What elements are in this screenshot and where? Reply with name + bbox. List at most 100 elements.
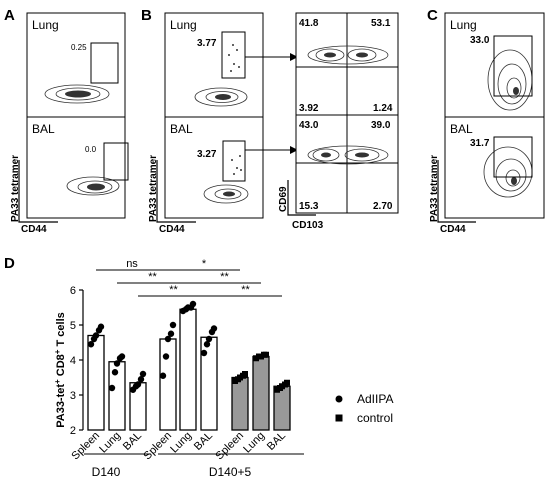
gate-value-b-lung: 3.77 xyxy=(197,38,217,49)
gate-value-a-bal: 0.0 xyxy=(85,145,97,154)
significance-label-3: * xyxy=(202,258,207,270)
gate-c-bal xyxy=(493,136,533,178)
x-tick-label-7: Lung xyxy=(241,430,267,456)
panel-b: Lung BAL 3.77 3.27 PA33 tetramer CD44 xyxy=(148,12,399,235)
panel-letter-d: D xyxy=(4,255,15,272)
y-tick-label-4: 4 xyxy=(70,355,76,367)
data-point-3-2 xyxy=(164,335,172,343)
significance-label-5: ** xyxy=(241,284,250,296)
data-point-1-2 xyxy=(113,360,121,367)
significance-label-4: ** xyxy=(220,271,229,283)
legend-marker-control xyxy=(335,414,343,422)
data-point-0-0 xyxy=(87,341,95,348)
panel-a: Lung BAL 0.25 0.0 PA33 tetramer CD44 xyxy=(10,12,129,235)
bar-8 xyxy=(273,385,291,431)
data-point-8-4 xyxy=(284,379,290,386)
quadrant-value-lung-tl: 41.8 xyxy=(299,18,319,29)
data-points xyxy=(87,300,290,393)
data-point-1-1 xyxy=(111,369,119,376)
x-tick-label-2: BAL xyxy=(121,430,144,453)
flow-density-b-lung xyxy=(194,44,248,107)
axis-arrow-quadrant xyxy=(287,180,316,216)
quadrant-value-bal-bl: 15.3 xyxy=(299,201,319,212)
y-tick-label-6: 6 xyxy=(70,285,76,297)
axis-arrow-a xyxy=(18,160,58,223)
significance-label-1: ** xyxy=(148,271,157,283)
y-tick-label-5: 5 xyxy=(70,320,76,332)
x-label-a: CD44 xyxy=(21,224,47,235)
tissue-label-c-lung: Lung xyxy=(450,18,477,32)
flow-density-a-lung xyxy=(44,84,110,104)
gate-b-lung xyxy=(221,31,246,79)
x-tick-label-5: BAL xyxy=(192,430,215,453)
flow-plot-b-lung xyxy=(164,12,264,118)
significance-brackets: ns********* xyxy=(96,258,282,297)
data-point-5-2 xyxy=(205,335,213,343)
gate-a-lung xyxy=(90,42,119,84)
quadrant-value-bal-br: 2.70 xyxy=(373,201,393,212)
y-axis: 2 3 4 5 6 xyxy=(70,285,84,437)
legend: AdIIPA control xyxy=(335,392,393,425)
data-point-3-1 xyxy=(162,353,170,360)
gate-arrow-bal xyxy=(245,146,298,154)
gate-value-b-bal: 3.27 xyxy=(197,149,217,160)
quadrant-value-lung-tr: 53.1 xyxy=(371,18,391,29)
significance-label-0: ns xyxy=(126,258,138,270)
tissue-label-a-lung: Lung xyxy=(32,18,59,32)
significance-label-2: ** xyxy=(169,284,178,296)
panel-letter-a: A xyxy=(4,7,15,24)
group-label-d140-plus-5: D140+5 xyxy=(209,465,252,479)
gate-value-a-lung: 0.25 xyxy=(71,43,87,52)
data-point-4-4 xyxy=(189,300,197,308)
quadrant-value-bal-tl: 43.0 xyxy=(299,120,319,131)
x-label-quadrant: CD103 xyxy=(292,220,324,231)
flow-density-c-lung xyxy=(487,49,533,111)
gate-value-c-lung: 33.0 xyxy=(470,35,490,46)
gate-b-bal xyxy=(222,140,246,182)
tissue-label-b-bal: BAL xyxy=(170,122,193,136)
data-point-2-2 xyxy=(134,381,142,388)
y-tick-label-2: 2 xyxy=(70,425,76,437)
tissue-label-b-lung: Lung xyxy=(170,18,197,32)
x-label-b: CD44 xyxy=(159,224,185,235)
y-label-a: PA33 tetramer xyxy=(10,155,21,222)
data-point-6-4 xyxy=(242,371,248,377)
data-point-5-4 xyxy=(210,325,218,332)
flow-plot-a-bal xyxy=(26,116,126,219)
bar-4 xyxy=(179,308,197,431)
bar-0 xyxy=(87,334,105,431)
data-point-5-0 xyxy=(200,349,208,357)
y-label-quadrant: CD69 xyxy=(278,186,289,212)
quadrant-density-lung xyxy=(307,45,389,65)
panel-letter-c: C xyxy=(427,7,438,24)
axis-arrow-c xyxy=(437,160,476,223)
legend-label-adiipa: AdIIPA xyxy=(357,392,393,406)
data-point-0-4 xyxy=(97,323,105,330)
tissue-label-c-bal: BAL xyxy=(450,122,473,136)
tissue-label-a-bal: BAL xyxy=(32,122,55,136)
y-tick-label-3: 3 xyxy=(70,390,76,402)
x-label-c: CD44 xyxy=(440,224,466,235)
data-point-3-4 xyxy=(169,321,177,329)
data-point-2-3 xyxy=(137,376,145,383)
legend-label-control: control xyxy=(357,411,393,425)
gate-a-bal xyxy=(103,142,129,181)
data-point-1-0 xyxy=(108,384,116,392)
bars xyxy=(87,308,291,431)
quadrant-value-bal-tr: 39.0 xyxy=(371,120,391,131)
gate-c-lung xyxy=(493,35,533,97)
data-point-3-3 xyxy=(167,330,175,337)
y-label-b: PA33 tetramer xyxy=(148,155,159,222)
axis-arrow-b xyxy=(156,160,196,223)
data-point-7-4 xyxy=(263,351,269,358)
bar-6 xyxy=(231,376,249,431)
bar-7 xyxy=(252,355,270,431)
quadrant-value-lung-br: 1.24 xyxy=(373,103,393,114)
quadrant-density-bal xyxy=(307,145,389,165)
gate-arrow-lung xyxy=(245,53,298,61)
flow-density-b-bal xyxy=(203,155,249,204)
flow-density-a-bal xyxy=(66,176,120,196)
